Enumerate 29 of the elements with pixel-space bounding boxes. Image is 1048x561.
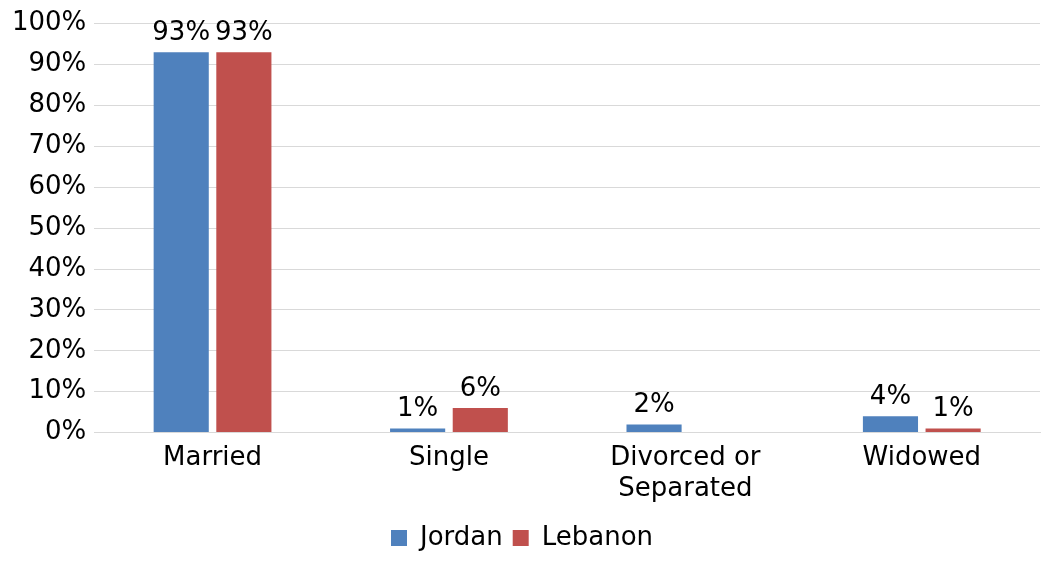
data-label: 93%: [214, 15, 273, 46]
bar: [452, 408, 508, 433]
data-label: 6%: [459, 371, 501, 402]
data-label: 93%: [152, 15, 211, 46]
y-tick-label: 80%: [28, 88, 87, 119]
bar: [153, 52, 209, 433]
y-tick-label: 20%: [28, 333, 87, 364]
legend-label: Jordan: [417, 520, 503, 551]
data-label: 1%: [397, 392, 439, 423]
y-tick-label: 100%: [11, 6, 87, 37]
y-tick-label: 50%: [28, 210, 87, 241]
bar: [626, 424, 682, 433]
y-tick-label: 70%: [28, 129, 87, 160]
y-tick-label: 40%: [28, 251, 87, 282]
y-tick-label: 60%: [28, 169, 87, 200]
y-tick-label: 30%: [28, 292, 87, 323]
bar: [862, 416, 919, 433]
x-tick-label: Widowed: [862, 440, 982, 471]
data-label: 1%: [932, 392, 974, 423]
y-tick-label: 10%: [28, 374, 87, 405]
data-label: 2%: [633, 388, 675, 419]
legend-label: Lebanon: [541, 520, 654, 551]
x-tick-label: Married: [163, 440, 263, 471]
bar: [216, 52, 272, 433]
x-tick-label: Single: [408, 440, 489, 471]
data-label: 4%: [869, 379, 912, 410]
y-tick-label: 0%: [45, 415, 87, 446]
x-tick-label: Divorced or Separated: [610, 440, 761, 503]
y-tick-label: 90%: [28, 47, 87, 78]
